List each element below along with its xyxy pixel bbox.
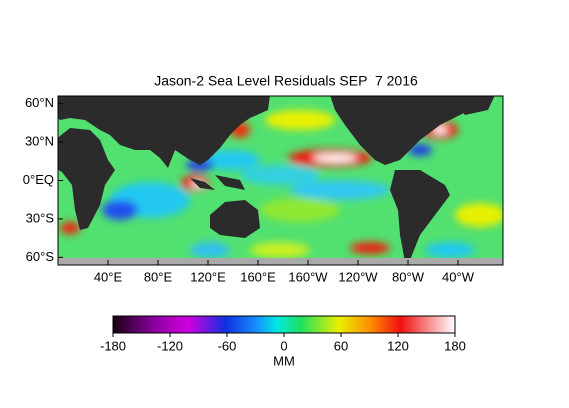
- colorbar-tick-label: 180: [444, 338, 466, 353]
- lon-tick-label: 40°W: [442, 269, 475, 284]
- lon-tick-label: 160°E: [240, 269, 276, 284]
- lon-tick-label: 160°W: [288, 269, 328, 284]
- residual-field: [58, 99, 503, 258]
- colorbar-tick-label: -60: [218, 338, 237, 353]
- lon-tick-label: 80°E: [144, 269, 173, 284]
- lat-tick-label: 60°S: [26, 249, 55, 264]
- lat-tick-label: 0°EQ: [23, 172, 54, 187]
- colorbar-tick-label: -120: [157, 338, 183, 353]
- title: Jason-2 Sea Level Residuals SEP 7 2016: [154, 73, 418, 89]
- lat-tick-label: 30°S: [26, 210, 55, 225]
- colorbar: [112, 315, 456, 334]
- colorbar-tick-label: 120: [387, 338, 409, 353]
- lon-tick-label: 120°E: [190, 269, 226, 284]
- lon-tick-label: 40°E: [94, 269, 123, 284]
- colorbar-label: MM: [273, 353, 295, 368]
- lon-tick-label: 120°W: [338, 269, 378, 284]
- colorbar-tick-label: 0: [280, 338, 287, 353]
- land: [58, 96, 503, 265]
- map: [58, 96, 503, 265]
- colorbar-tick-label: 60: [334, 338, 348, 353]
- lon-tick-label: 80°W: [392, 269, 425, 284]
- lat-tick-label: 60°N: [25, 95, 54, 110]
- lat-tick-label: 30°N: [25, 134, 54, 149]
- colorbar-tick-label: -180: [100, 338, 126, 353]
